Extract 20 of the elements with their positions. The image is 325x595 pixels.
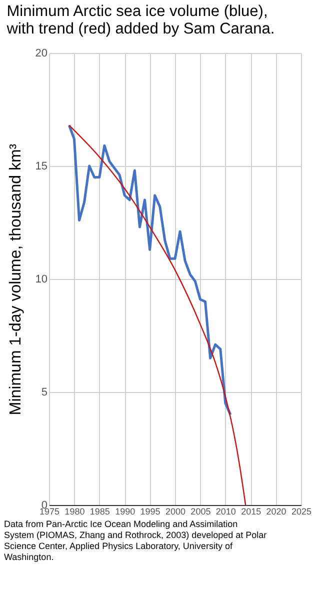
- x-tick-label: 2025: [291, 506, 312, 516]
- text: Data from Pan-Arctic Ice Ocean Modeling and Assimilation System (PIOMAS, Zhang and Rothrock, 2003) developed at Polar Science Center, Applied Physics Laboratory, University of Washington.: [4, 519, 267, 562]
- text: Minimum Arctic sea ice volume (blue),: [6, 3, 268, 20]
- y-tick-label: 15: [35, 160, 48, 172]
- x-tick-label: 1995: [140, 506, 160, 516]
- x-tick-label: 2020: [266, 506, 286, 516]
- y-tick-label: 5: [41, 386, 48, 398]
- x-tick-label: 2010: [216, 506, 236, 516]
- y-axis-title: Minimum 1-day volume, thousand km³: [7, 143, 24, 416]
- x-tick-label: 2005: [190, 506, 211, 516]
- x-tick-label: 1980: [64, 506, 85, 516]
- x-tick-label: 1990: [115, 506, 136, 516]
- text: with trend (red) added by Sam Carana.: [6, 20, 275, 38]
- y-tick-label: 20: [35, 48, 48, 60]
- x-tick-label: 1985: [90, 506, 110, 516]
- line-series: [68, 124, 246, 506]
- y-tick-label: 10: [35, 274, 48, 286]
- x-tick-label: 2015: [241, 506, 262, 516]
- line-series: [68, 124, 232, 416]
- x-tick-label: 2000: [165, 506, 186, 516]
